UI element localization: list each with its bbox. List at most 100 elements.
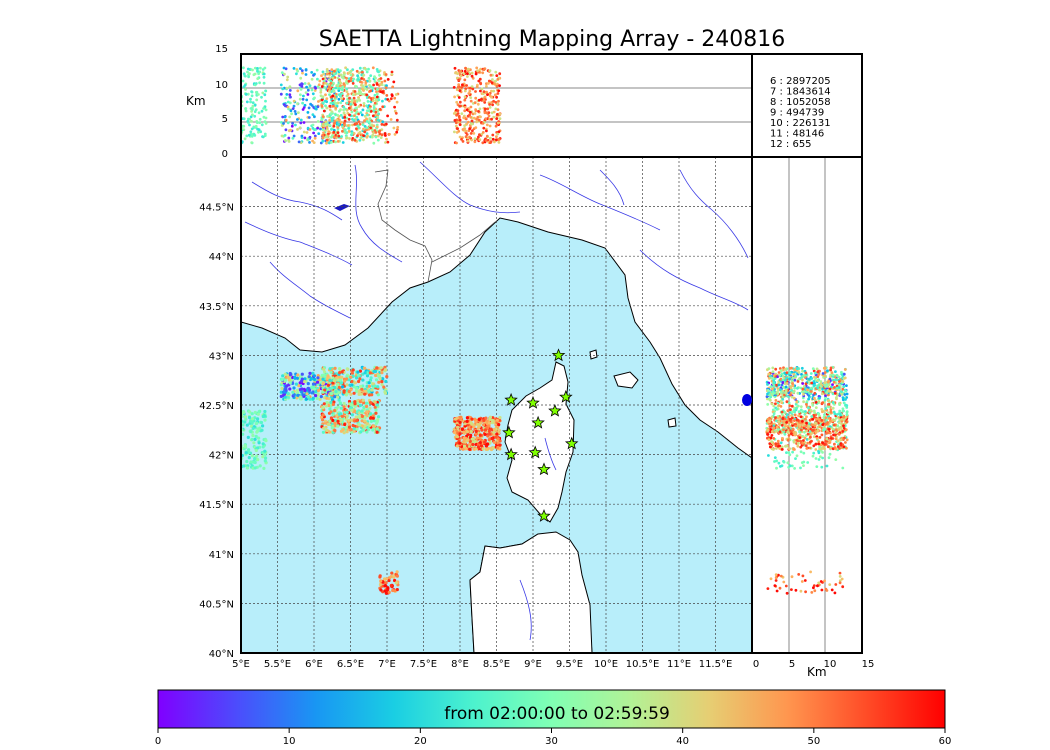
colorbar-tick-label: 40 <box>676 736 689 747</box>
lightning-source-side <box>823 366 827 370</box>
lightning-source-altitude <box>478 138 482 142</box>
lightning-source-side <box>827 456 831 460</box>
lightning-source-side <box>840 420 844 423</box>
lightning-source-side <box>817 412 821 416</box>
lightning-source <box>487 438 491 442</box>
lightning-source <box>352 409 357 413</box>
side-tick-label: 10 <box>824 659 837 670</box>
lightning-source-side <box>799 466 802 470</box>
lightning-source <box>496 437 500 441</box>
lightning-source <box>283 372 287 376</box>
lightning-source-side <box>778 444 782 448</box>
lightning-source-side <box>789 393 792 397</box>
lightning-source-altitude <box>363 119 366 123</box>
lightning-source-side <box>780 423 784 427</box>
lightning-source <box>250 454 254 458</box>
lightning-source-side <box>776 416 780 420</box>
lightning-source <box>360 424 364 428</box>
lightning-source <box>331 418 335 422</box>
lightning-source <box>248 410 252 414</box>
lightning-source-altitude <box>321 122 325 126</box>
lightning-source <box>300 372 304 376</box>
lightning-source-side <box>777 573 780 577</box>
lightning-source <box>358 377 362 381</box>
lightning-source-side <box>818 425 822 429</box>
lightning-source <box>495 432 499 436</box>
lightning-source-altitude <box>352 119 356 122</box>
lightning-source-altitude <box>384 73 388 76</box>
lightning-source-altitude <box>344 81 348 84</box>
lightning-source <box>358 403 362 408</box>
lightning-source-altitude <box>453 66 457 70</box>
lightning-source <box>476 422 480 426</box>
lightning-source-altitude <box>344 128 347 132</box>
lightning-source-side <box>809 433 812 437</box>
lightning-source <box>379 588 383 592</box>
lightning-source <box>384 577 389 581</box>
lightning-source-altitude <box>377 112 380 116</box>
lightning-source-altitude <box>460 112 464 115</box>
lightning-source <box>245 423 249 427</box>
lightning-source <box>355 419 359 423</box>
river <box>639 249 749 311</box>
lightning-source-altitude <box>463 124 466 127</box>
lightning-source-altitude <box>340 92 344 95</box>
lightning-source <box>395 570 399 574</box>
lightning-source <box>328 367 332 371</box>
lightning-source <box>373 384 377 388</box>
lightning-source-side <box>781 375 785 378</box>
lightning-source-altitude <box>476 69 479 73</box>
lightning-source-side <box>840 370 843 374</box>
lightning-source-altitude <box>299 121 303 125</box>
lightning-source-altitude <box>483 111 487 115</box>
lightning-source-side <box>826 445 830 449</box>
lightning-source <box>339 378 343 382</box>
lightning-source-altitude <box>456 112 460 115</box>
lightning-source <box>362 405 366 410</box>
lat-tick-label: 43°N <box>209 351 234 362</box>
lightning-source-side <box>817 440 821 444</box>
lightning-source <box>331 402 335 406</box>
lightning-source-side <box>811 404 815 407</box>
lightning-source <box>263 409 267 414</box>
river <box>251 181 343 221</box>
lightning-source <box>292 386 296 390</box>
lightning-source-altitude <box>298 97 302 101</box>
lightning-source-side <box>812 451 816 455</box>
lightning-source-altitude <box>328 93 331 96</box>
lightning-source <box>477 417 481 421</box>
lightning-source <box>310 376 314 381</box>
lightning-source-side <box>784 367 787 371</box>
river <box>544 437 557 471</box>
lightning-source <box>321 418 325 422</box>
lightning-source-altitude <box>356 124 360 128</box>
lightning-source-altitude <box>324 104 327 108</box>
lightning-source-side <box>787 401 791 405</box>
lightning-source-altitude <box>363 86 367 90</box>
lightning-source-side <box>845 420 849 424</box>
lightning-source-altitude <box>285 93 289 96</box>
lightning-source-side <box>826 411 830 415</box>
lightning-source-side <box>842 385 846 389</box>
station-star-icon <box>504 447 518 461</box>
lightning-source <box>375 427 379 431</box>
lightning-source-altitude <box>469 115 473 119</box>
lightning-source-altitude <box>498 117 502 120</box>
lightning-source-side <box>819 455 822 459</box>
lightning-source <box>327 397 331 401</box>
lightning-source-altitude <box>466 120 470 124</box>
lightning-source-altitude <box>332 81 335 85</box>
lightning-source-side <box>773 377 777 380</box>
lightning-source <box>264 439 268 443</box>
lightning-source <box>378 376 382 381</box>
lightning-source-altitude <box>286 121 290 125</box>
lightning-source-side <box>842 401 846 405</box>
lightning-source-altitude <box>491 137 495 141</box>
lightning-source-altitude <box>321 115 325 118</box>
lightning-source <box>368 423 372 427</box>
lightning-source-altitude <box>292 134 296 138</box>
lightning-source-side <box>769 385 773 388</box>
lightning-source <box>482 423 486 427</box>
river <box>419 161 521 214</box>
lightning-source-side <box>829 410 833 414</box>
